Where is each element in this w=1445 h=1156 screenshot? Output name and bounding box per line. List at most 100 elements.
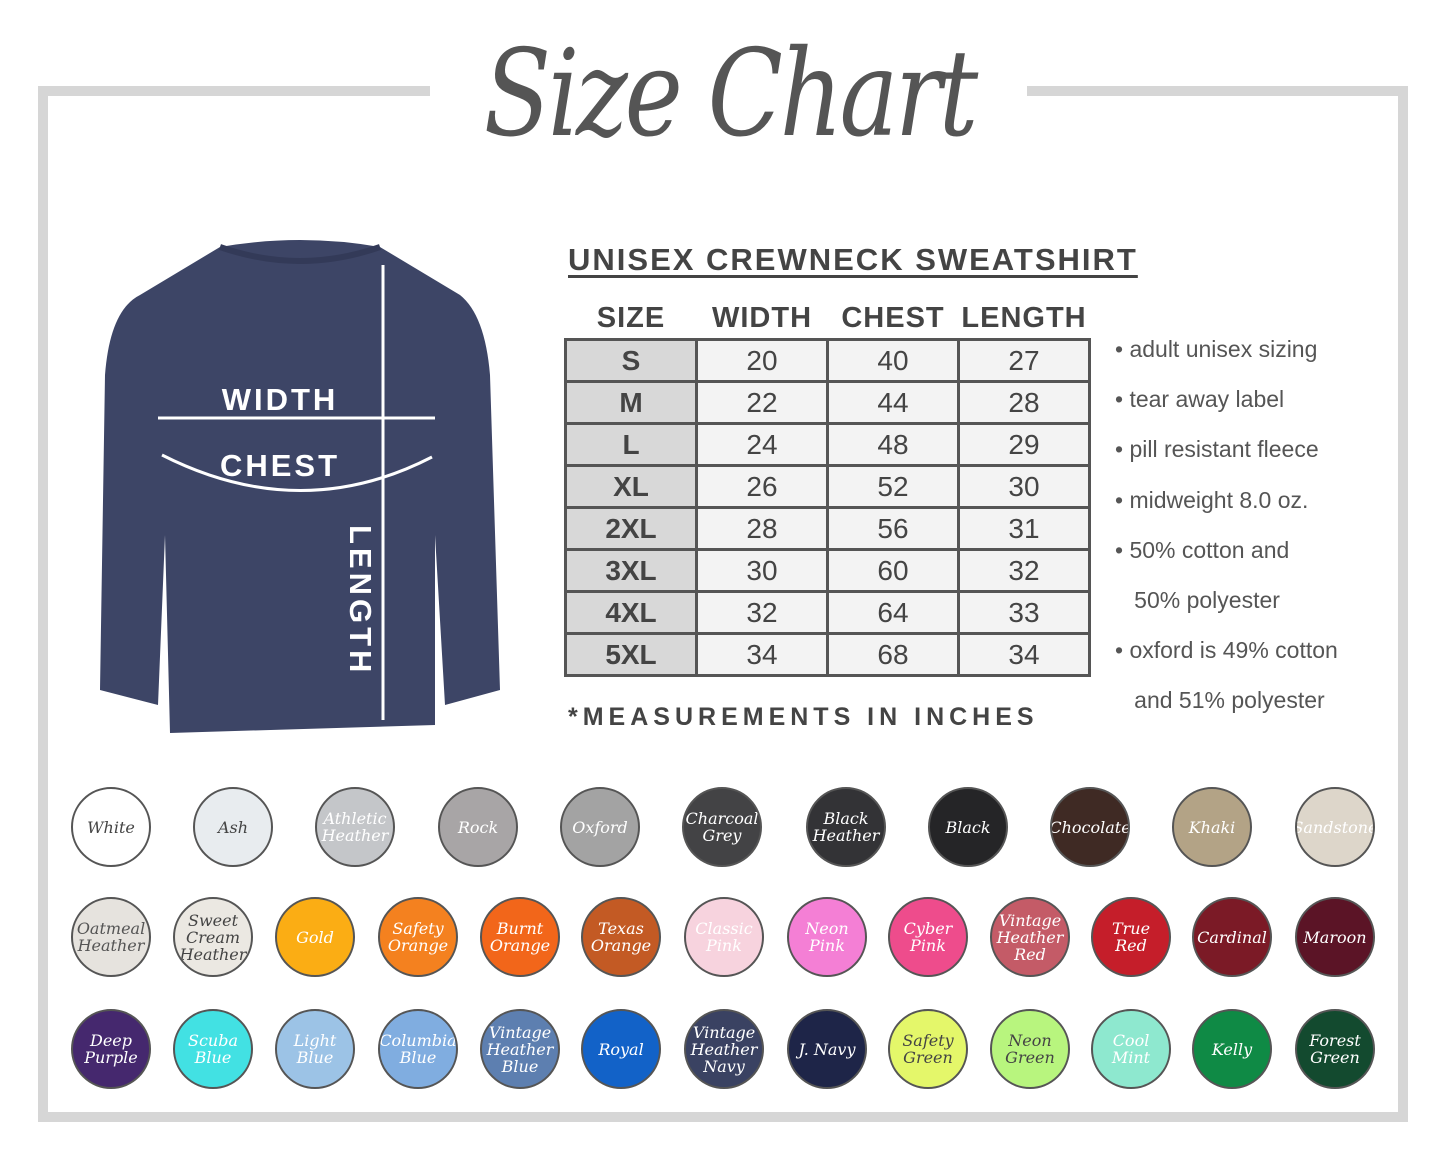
chest-cell: 40	[826, 338, 960, 383]
color-swatch: Charcoal Grey	[682, 787, 762, 867]
width-cell: 22	[695, 380, 829, 425]
color-swatch: Forest Green	[1295, 1009, 1375, 1089]
width-cell: 28	[695, 506, 829, 551]
size-cell: 3XL	[564, 548, 698, 593]
color-swatch: Cyber Pink	[888, 897, 968, 977]
frame-left	[38, 86, 48, 1122]
chest-label: CHEST	[220, 448, 340, 483]
color-swatch: Ash	[193, 787, 273, 867]
width-label: WIDTH	[222, 382, 339, 417]
color-swatch: Gold	[275, 897, 355, 977]
length-cell: 30	[957, 464, 1091, 509]
color-swatch: Black	[928, 787, 1008, 867]
length-cell: 31	[957, 506, 1091, 551]
length-label: LENGTH	[343, 525, 378, 676]
size-cell: 5XL	[564, 632, 698, 677]
measurement-note: *MEASUREMENTS IN INCHES	[568, 703, 1039, 731]
width-cell: 26	[695, 464, 829, 509]
header-size: SIZE	[596, 301, 666, 334]
color-swatch: Classic Pink	[684, 897, 764, 977]
color-swatch: Vintage Heather Blue	[480, 1009, 560, 1089]
frame-top-left	[38, 86, 430, 96]
color-swatch: Scuba Blue	[173, 1009, 253, 1089]
color-swatch: Oxford	[560, 787, 640, 867]
table-row: 4XL 32 64 33	[564, 590, 1091, 635]
color-swatch: Texas Orange	[581, 897, 661, 977]
length-cell: 34	[957, 632, 1091, 677]
color-swatch: Safety Green	[888, 1009, 968, 1089]
color-swatch: Neon Green	[990, 1009, 1070, 1089]
size-cell: M	[564, 380, 698, 425]
frame-bottom	[38, 1112, 1408, 1122]
width-cell: 30	[695, 548, 829, 593]
sweatshirt-diagram: WIDTH CHEST LENGTH	[100, 240, 500, 733]
width-cell: 32	[695, 590, 829, 635]
color-swatch: True Red	[1091, 897, 1171, 977]
feature-item: 50% polyester	[1115, 587, 1280, 614]
size-cell: 2XL	[564, 506, 698, 551]
color-swatch: Athletic Heather	[315, 787, 395, 867]
color-swatch: Columbia Blue	[378, 1009, 458, 1089]
feature-item: • adult unisex sizing	[1115, 336, 1318, 362]
chest-cell: 56	[826, 506, 960, 551]
frame-top-right	[1027, 86, 1408, 96]
product-name: UNISEX CREWNECK SWEATSHIRT	[568, 242, 1138, 277]
length-cell: 27	[957, 338, 1091, 383]
feature-item: • oxford is 49% cotton	[1115, 637, 1338, 664]
color-swatch: J. Navy	[787, 1009, 867, 1089]
table-row: L 24 48 29	[564, 422, 1091, 467]
size-cell: XL	[564, 464, 698, 509]
width-cell: 34	[695, 632, 829, 677]
color-swatch: Burnt Orange	[480, 897, 560, 977]
chest-cell: 68	[826, 632, 960, 677]
table-row: 5XL 34 68 34	[564, 632, 1091, 677]
width-cell: 24	[695, 422, 829, 467]
color-swatch: Sandstone	[1295, 787, 1375, 867]
color-swatch: Royal	[581, 1009, 661, 1089]
table-row: 3XL 30 60 32	[564, 548, 1091, 593]
size-table: SIZE WIDTH CHEST LENGTH S 20 40 27 M 22 44 28 L 2…	[564, 298, 1091, 677]
chest-cell: 64	[826, 590, 960, 635]
frame-right	[1398, 86, 1408, 1122]
chest-cell: 60	[826, 548, 960, 593]
color-swatch: Neon Pink	[787, 897, 867, 977]
width-cell: 20	[695, 338, 829, 383]
feature-item: • tear away label	[1115, 386, 1285, 413]
table-row: M 22 44 28	[564, 380, 1091, 425]
color-swatch: Sweet Cream Heather	[173, 897, 253, 977]
table-row: 2XL 28 56 31	[564, 506, 1091, 551]
table-row: XL 26 52 30	[564, 464, 1091, 509]
color-swatch: Cardinal	[1192, 897, 1272, 977]
length-cell: 29	[957, 422, 1091, 467]
color-swatch: Light Blue	[275, 1009, 355, 1089]
length-cell: 33	[957, 590, 1091, 635]
page-title: Size Chart	[483, 25, 979, 164]
header-length: LENGTH	[961, 301, 1087, 334]
length-cell: 32	[957, 548, 1091, 593]
color-swatch: Vintage Heather Navy	[684, 1009, 764, 1089]
color-swatch: Black Heather	[806, 787, 886, 867]
chest-cell: 52	[826, 464, 960, 509]
feature-item: • pill resistant fleece	[1115, 436, 1319, 463]
size-cell: S	[564, 338, 698, 383]
feature-item: • 50% cotton and	[1115, 536, 1290, 563]
length-cell: 28	[957, 380, 1091, 425]
color-swatch: Oatmeal Heather	[71, 897, 151, 977]
size-cell: 4XL	[564, 590, 698, 635]
color-swatch: Safety Orange	[378, 897, 458, 977]
color-swatch: Cool Mint	[1091, 1009, 1171, 1089]
feature-item: • midweight 8.0 oz.	[1115, 486, 1309, 513]
header-width: WIDTH	[711, 301, 813, 334]
color-swatch: Chocolate	[1050, 787, 1130, 867]
sweatshirt-shape	[100, 240, 500, 733]
feature-list: • adult unisex sizing • tear away label • …	[1115, 324, 1338, 726]
table-row: S 20 40 27	[564, 338, 1091, 383]
color-swatch: Maroon	[1295, 897, 1375, 977]
size-cell: L	[564, 422, 698, 467]
chest-cell: 48	[826, 422, 960, 467]
header-chest: CHEST	[841, 301, 945, 334]
chest-cell: 44	[826, 380, 960, 425]
color-swatch: Khaki	[1172, 787, 1252, 867]
color-swatch: Rock	[438, 787, 518, 867]
